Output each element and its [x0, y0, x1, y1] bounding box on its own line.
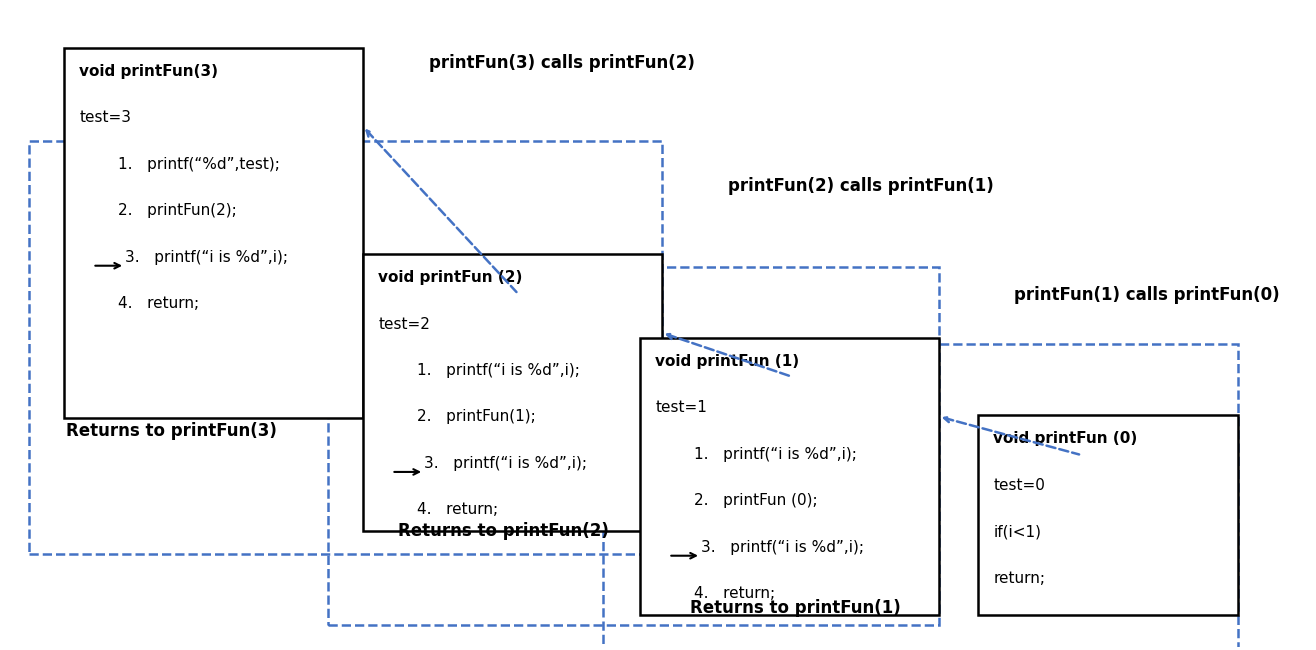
- Text: void printFun (1): void printFun (1): [655, 354, 800, 369]
- Bar: [29, 141, 662, 554]
- Text: void printFun (0): void printFun (0): [994, 432, 1137, 447]
- Text: 4.   return;: 4. return;: [118, 296, 200, 311]
- Text: Returns to printFun(2): Returns to printFun(2): [397, 521, 609, 540]
- Text: Returns to printFun(1): Returns to printFun(1): [691, 599, 901, 617]
- Text: void printFun(3): void printFun(3): [79, 64, 218, 79]
- Text: printFun(1) calls printFun(0): printFun(1) calls printFun(0): [1015, 287, 1279, 304]
- Text: 3.   printf(“i is %d”,i);: 3. printf(“i is %d”,i);: [125, 250, 288, 265]
- Text: 2.   printFun (0);: 2. printFun (0);: [695, 493, 819, 508]
- Bar: [328, 267, 938, 625]
- Text: test=3: test=3: [79, 111, 132, 125]
- Text: void printFun (2): void printFun (2): [379, 270, 522, 285]
- Text: printFun(3) calls printFun(2): printFun(3) calls printFun(2): [429, 55, 695, 72]
- Text: 4.   return;: 4. return;: [695, 586, 775, 601]
- Text: printFun(2) calls printFun(1): printFun(2) calls printFun(1): [728, 177, 994, 195]
- Text: test=1: test=1: [655, 400, 707, 415]
- Text: 2.   printFun(2);: 2. printFun(2);: [118, 203, 237, 218]
- Bar: [64, 48, 363, 419]
- Text: 1.   printf(“%d”,test);: 1. printf(“%d”,test);: [118, 157, 280, 172]
- Text: if(i<1): if(i<1): [994, 524, 1041, 539]
- Bar: [604, 344, 1238, 650]
- Text: test=2: test=2: [379, 317, 430, 332]
- Bar: [363, 254, 662, 531]
- Text: 3.   printf(“i is %d”,i);: 3. printf(“i is %d”,i);: [424, 456, 587, 471]
- Text: return;: return;: [994, 571, 1045, 586]
- Bar: [640, 338, 938, 615]
- Text: 2.   printFun(1);: 2. printFun(1);: [417, 410, 536, 424]
- Bar: [978, 415, 1238, 615]
- Text: Returns to printFun(3): Returns to printFun(3): [66, 422, 278, 439]
- Text: test=0: test=0: [994, 478, 1045, 493]
- Text: 4.   return;: 4. return;: [417, 502, 499, 517]
- Text: 3.   printf(“i is %d”,i);: 3. printf(“i is %d”,i);: [701, 540, 863, 554]
- Text: 1.   printf(“i is %d”,i);: 1. printf(“i is %d”,i);: [695, 447, 857, 461]
- Text: 1.   printf(“i is %d”,i);: 1. printf(“i is %d”,i);: [417, 363, 580, 378]
